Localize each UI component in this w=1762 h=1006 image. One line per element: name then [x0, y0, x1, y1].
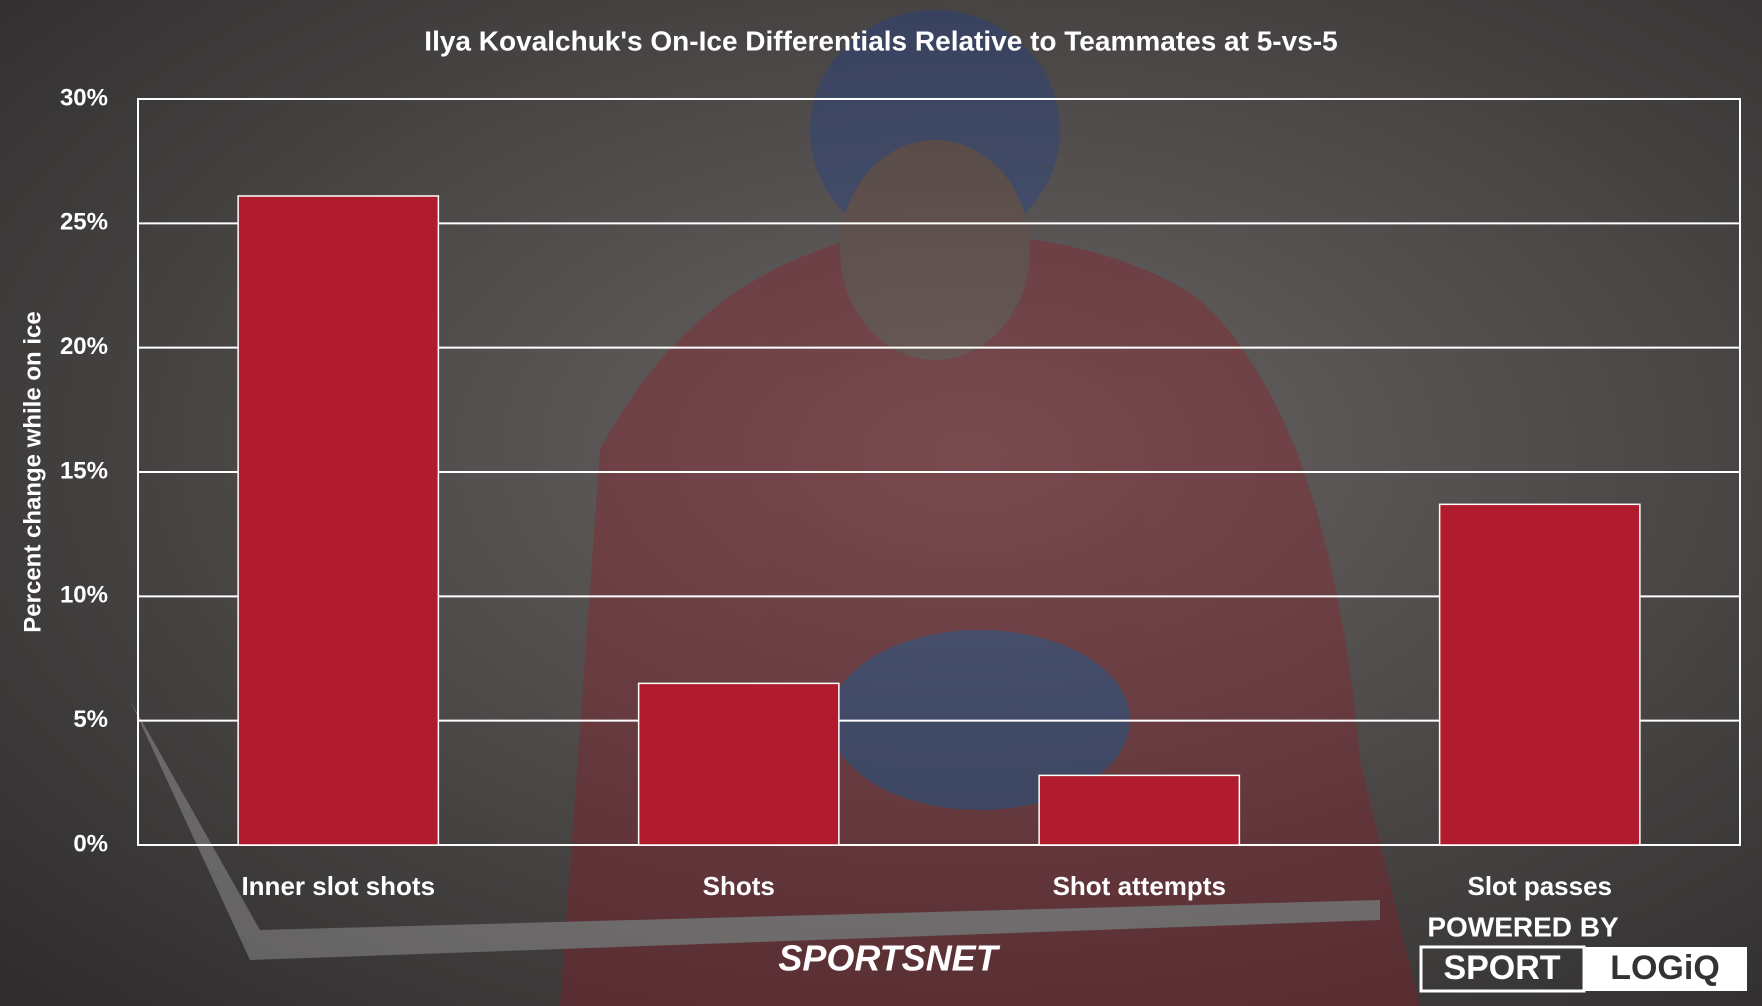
- partner-logo: SPORT: [1443, 949, 1560, 987]
- partner-logo: LOGiQ: [1610, 949, 1720, 987]
- y-tick-label: 5%: [73, 706, 108, 733]
- chart-title: Ilya Kovalchuk's On-Ice Differentials Re…: [424, 25, 1337, 56]
- bar: [237, 195, 440, 846]
- bar: [637, 682, 840, 846]
- network-logo: SPORTSNET: [778, 938, 1000, 979]
- y-tick-label: 30%: [60, 84, 108, 111]
- bar: [1438, 503, 1641, 846]
- bar: [1038, 774, 1241, 846]
- y-axis-label: Percent change while on ice: [19, 311, 46, 632]
- x-tick-label: Shots: [703, 871, 775, 901]
- y-tick-label: 25%: [60, 209, 108, 236]
- x-tick-label: Shot attempts: [1053, 871, 1226, 901]
- partner-box: [1584, 947, 1747, 991]
- y-tick-label: 10%: [60, 582, 108, 609]
- y-tick-label: 15%: [60, 457, 108, 484]
- powered-by: POWERED BY: [1427, 911, 1619, 942]
- x-tick-label: Slot passes: [1467, 871, 1612, 901]
- x-tick-label: Inner slot shots: [241, 871, 435, 901]
- y-tick-label: 20%: [60, 333, 108, 360]
- y-tick-label: 0%: [73, 830, 108, 857]
